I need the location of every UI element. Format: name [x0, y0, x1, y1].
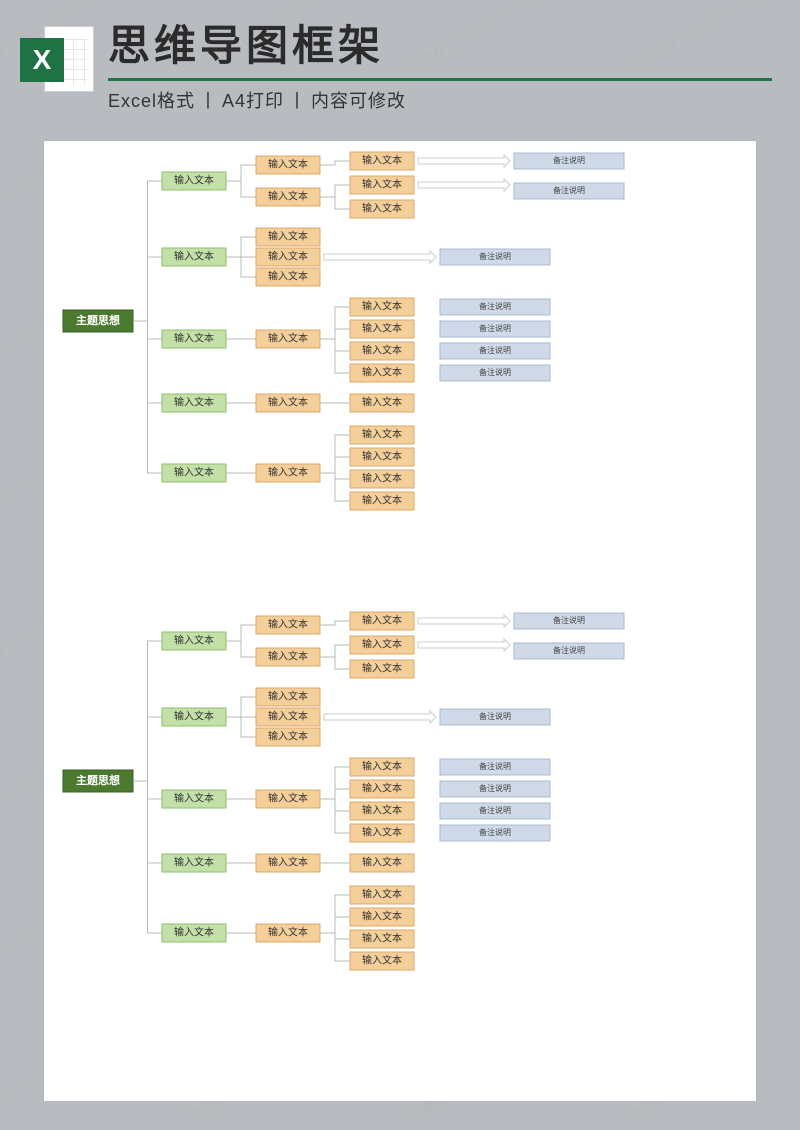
svg-text:输入文本: 输入文本: [268, 250, 308, 263]
svg-text:输入文本: 输入文本: [174, 332, 214, 345]
svg-text:备注说明: 备注说明: [553, 615, 585, 625]
excel-icon-letter: X: [33, 44, 52, 76]
svg-text:输入文本: 输入文本: [174, 466, 214, 479]
svg-text:输入文本: 输入文本: [362, 638, 402, 651]
svg-text:输入文本: 输入文本: [268, 730, 308, 743]
svg-text:输入文本: 输入文本: [174, 250, 214, 263]
svg-text:主题思想: 主题思想: [76, 773, 120, 787]
svg-text:输入文本: 输入文本: [268, 396, 308, 409]
svg-text:输入文本: 输入文本: [362, 932, 402, 945]
svg-text:输入文本: 输入文本: [268, 710, 308, 723]
svg-text:输入文本: 输入文本: [362, 804, 402, 817]
header: X 思维导图框架 Excel格式丨A4打印丨内容可修改: [0, 0, 800, 127]
excel-icon: X: [20, 24, 94, 98]
svg-text:输入文本: 输入文本: [362, 494, 402, 507]
svg-text:输入文本: 输入文本: [362, 322, 402, 335]
svg-text:备注说明: 备注说明: [479, 827, 511, 837]
svg-text:备注说明: 备注说明: [479, 783, 511, 793]
svg-text:输入文本: 输入文本: [174, 710, 214, 723]
svg-text:输入文本: 输入文本: [362, 202, 402, 215]
template-page: 主题思想输入文本输入文本输入文本备注说明输入文本输入文本备注说明输入文本输入文本…: [44, 141, 756, 1101]
svg-text:输入文本: 输入文本: [362, 428, 402, 441]
svg-text:输入文本: 输入文本: [268, 466, 308, 479]
svg-text:输入文本: 输入文本: [268, 190, 308, 203]
svg-text:输入文本: 输入文本: [174, 634, 214, 647]
svg-text:输入文本: 输入文本: [362, 396, 402, 409]
svg-text:输入文本: 输入文本: [362, 472, 402, 485]
svg-text:备注说明: 备注说明: [479, 251, 511, 261]
svg-text:输入文本: 输入文本: [174, 792, 214, 805]
svg-text:输入文本: 输入文本: [268, 158, 308, 171]
svg-text:输入文本: 输入文本: [362, 954, 402, 967]
page-subtitle: Excel格式丨A4打印丨内容可修改: [108, 87, 772, 113]
svg-text:主题思想: 主题思想: [76, 313, 120, 327]
svg-text:输入文本: 输入文本: [362, 826, 402, 839]
svg-text:输入文本: 输入文本: [174, 174, 214, 187]
svg-text:备注说明: 备注说明: [479, 367, 511, 377]
svg-text:输入文本: 输入文本: [268, 650, 308, 663]
svg-text:备注说明: 备注说明: [553, 645, 585, 655]
svg-text:输入文本: 输入文本: [362, 888, 402, 901]
svg-text:输入文本: 输入文本: [362, 366, 402, 379]
svg-text:输入文本: 输入文本: [362, 662, 402, 675]
svg-text:备注说明: 备注说明: [479, 805, 511, 815]
svg-text:输入文本: 输入文本: [268, 270, 308, 283]
svg-text:输入文本: 输入文本: [268, 690, 308, 703]
svg-text:备注说明: 备注说明: [479, 761, 511, 771]
svg-text:输入文本: 输入文本: [268, 926, 308, 939]
svg-text:备注说明: 备注说明: [553, 155, 585, 165]
svg-text:输入文本: 输入文本: [268, 332, 308, 345]
svg-text:输入文本: 输入文本: [362, 910, 402, 923]
svg-text:备注说明: 备注说明: [479, 301, 511, 311]
svg-text:备注说明: 备注说明: [553, 185, 585, 195]
svg-text:备注说明: 备注说明: [479, 323, 511, 333]
svg-text:备注说明: 备注说明: [479, 345, 511, 355]
svg-text:输入文本: 输入文本: [362, 782, 402, 795]
svg-text:输入文本: 输入文本: [362, 760, 402, 773]
svg-text:输入文本: 输入文本: [362, 178, 402, 191]
svg-text:输入文本: 输入文本: [174, 396, 214, 409]
page-title: 思维导图框架: [108, 24, 772, 68]
svg-text:输入文本: 输入文本: [268, 856, 308, 869]
svg-text:输入文本: 输入文本: [362, 300, 402, 313]
svg-text:输入文本: 输入文本: [362, 344, 402, 357]
svg-text:输入文本: 输入文本: [362, 614, 402, 627]
svg-text:输入文本: 输入文本: [268, 618, 308, 631]
mindmap-diagram: 主题思想输入文本输入文本输入文本备注说明输入文本输入文本备注说明输入文本输入文本…: [44, 141, 756, 1101]
svg-text:输入文本: 输入文本: [362, 154, 402, 167]
svg-text:输入文本: 输入文本: [362, 450, 402, 463]
svg-text:输入文本: 输入文本: [268, 792, 308, 805]
svg-text:输入文本: 输入文本: [174, 926, 214, 939]
svg-text:备注说明: 备注说明: [479, 711, 511, 721]
svg-text:输入文本: 输入文本: [268, 230, 308, 243]
svg-text:输入文本: 输入文本: [174, 856, 214, 869]
svg-text:输入文本: 输入文本: [362, 856, 402, 869]
title-underline: [108, 78, 772, 81]
